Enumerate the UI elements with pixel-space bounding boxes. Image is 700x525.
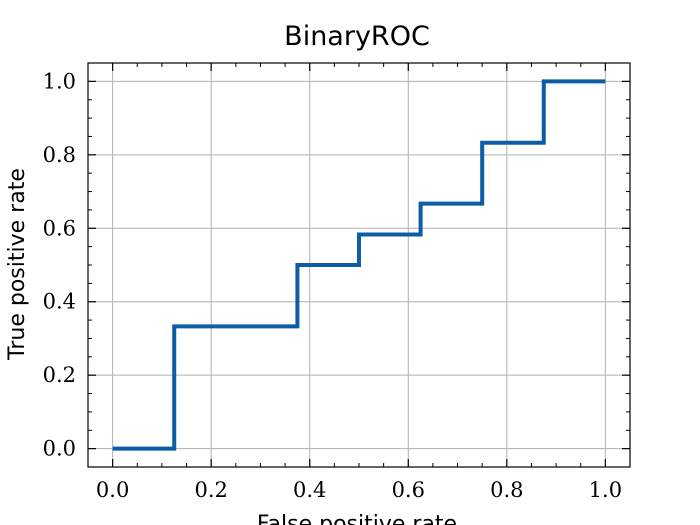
grid	[88, 63, 630, 467]
series-layer	[112, 79, 606, 451]
x-tick-label: 0.8	[490, 478, 523, 502]
x-tick-label: 0.2	[194, 478, 227, 502]
roc-curve-line	[112, 79, 606, 451]
y-tick-label: 0.0	[43, 437, 76, 461]
y-axis-label: True positive rate	[5, 168, 30, 361]
x-axis-label: False positive rate	[257, 512, 457, 525]
chart-title: BinaryROC	[284, 21, 430, 52]
y-tick-label: 1.0	[43, 69, 76, 93]
y-tick-label: 0.8	[43, 143, 76, 167]
x-tick-label: 0.0	[96, 478, 129, 502]
x-tick-label: 1.0	[589, 478, 622, 502]
ticks: 0.0 0.2 0.4 0.6 0.8 1.0 0.0 0.2 0.4 0.6 0.8 1.0	[43, 62, 631, 502]
y-tick-label: 0.6	[43, 216, 76, 240]
x-tick-label: 0.6	[392, 478, 425, 502]
y-tick-label: 0.2	[43, 363, 76, 387]
y-tick-label: 0.4	[43, 290, 76, 314]
x-tick-label: 0.4	[293, 478, 326, 502]
